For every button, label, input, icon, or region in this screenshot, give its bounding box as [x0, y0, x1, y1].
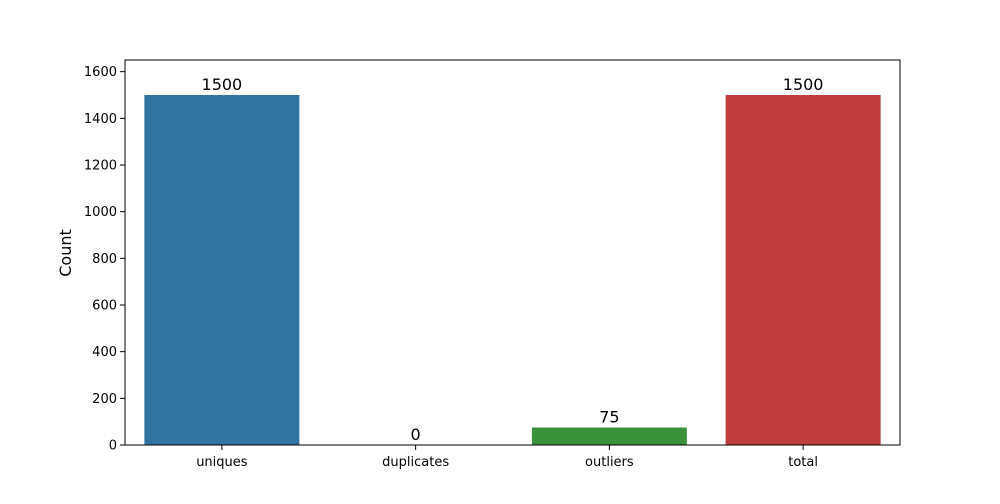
bars-group: [144, 95, 881, 445]
bar-outliers: [531, 427, 687, 445]
data-label-outliers: 75: [599, 408, 619, 427]
y-tick-label-200: 200: [92, 392, 117, 407]
y-tick-label-800: 800: [92, 252, 117, 267]
data-labels-group: 1500 0 75 1500: [202, 75, 824, 444]
data-label-duplicates: 0: [411, 425, 421, 444]
axes-group: uniques duplicates outliers total 0 200 400 600…: [84, 59, 901, 470]
y-tick-label-600: 600: [92, 299, 117, 314]
y-tick-label-400: 400: [92, 345, 117, 360]
data-label-uniques: 1500: [202, 75, 243, 94]
x-tick-label-total: total: [788, 455, 818, 470]
plot-frame: [124, 59, 901, 446]
bar-total: [725, 95, 881, 445]
y-axis-label: Count: [56, 229, 75, 277]
bar-uniques: [144, 95, 300, 445]
y-tick-label-1400: 1400: [84, 112, 117, 127]
y-tick-label-1600: 1600: [84, 65, 117, 80]
x-tick-label-outliers: outliers: [585, 455, 634, 470]
y-tick-label-0: 0: [109, 439, 117, 454]
data-label-total: 1500: [783, 75, 824, 94]
x-tick-label-duplicates: duplicates: [382, 455, 449, 470]
y-tick-label-1200: 1200: [84, 159, 117, 174]
x-tick-label-uniques: uniques: [196, 455, 248, 470]
y-tick-label-1000: 1000: [84, 205, 117, 220]
